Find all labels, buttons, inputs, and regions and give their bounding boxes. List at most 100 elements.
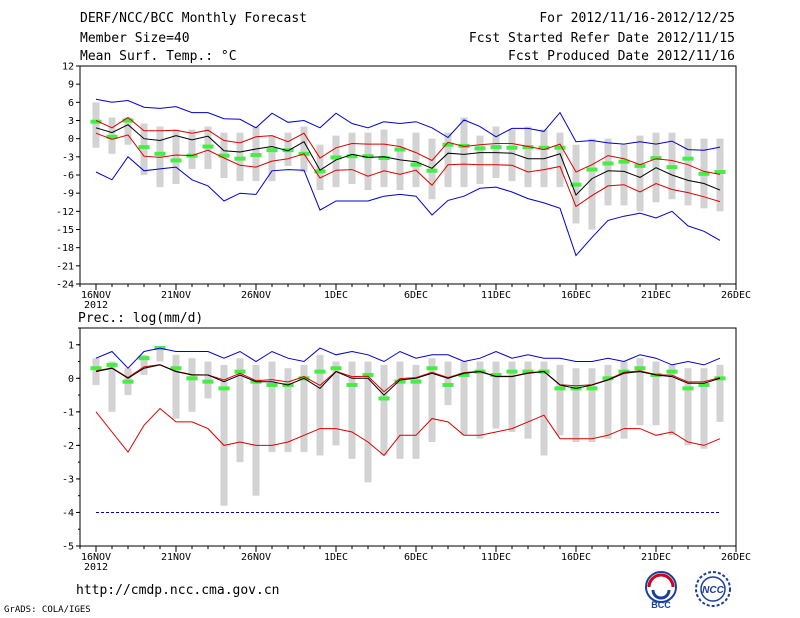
box-bar-day-38 — [700, 368, 708, 449]
x-tick-sublabel: 2012 — [84, 562, 108, 573]
x-tick-label: 1DEC — [324, 552, 348, 563]
median-marker-day-4 — [154, 151, 166, 156]
mean-line — [95, 124, 721, 196]
box-bar-day-37 — [684, 138, 692, 206]
median-marker-day-16 — [346, 154, 358, 159]
x-tick-label: 26NOV — [241, 290, 271, 301]
x-tick-label: 21DEC — [641, 552, 671, 563]
ncc-logo: NCC — [695, 571, 731, 607]
y-tick-label: -3 — [62, 152, 74, 163]
median-marker-day-19 — [394, 379, 406, 384]
median-marker-day-1 — [106, 362, 118, 367]
x-tick-label: 6DEC — [404, 552, 428, 563]
median-marker-day-36 — [666, 165, 678, 170]
median-marker-day-31 — [586, 167, 598, 172]
median-marker-day-34 — [634, 163, 646, 168]
box-bar-day-14 — [316, 354, 324, 456]
box-bar-day-39 — [716, 364, 724, 422]
box-bar-day-19 — [396, 138, 404, 191]
box-bar-day-8 — [220, 364, 228, 506]
median-marker-day-22 — [442, 142, 454, 147]
max-line — [95, 347, 721, 369]
x-tick-label: 16DEC — [561, 552, 591, 563]
median-marker-day-0 — [90, 119, 102, 124]
median-marker-day-39 — [714, 169, 726, 174]
median-marker-day-1 — [106, 134, 118, 139]
header-title: DERF/NCC/BCC Monthly Forecast — [80, 11, 307, 26]
box-bar-day-18 — [380, 364, 388, 456]
median-marker-day-0 — [90, 366, 102, 371]
y-tick-label: 1 — [68, 340, 74, 351]
median-marker-day-9 — [234, 156, 246, 161]
box-bar-day-36 — [668, 364, 676, 436]
box-bar-day-3 — [140, 354, 148, 375]
mean-line — [95, 364, 721, 396]
median-marker-day-24 — [474, 146, 486, 151]
x-tick-label: 16DEC — [561, 290, 591, 301]
box-bar-day-16 — [348, 361, 356, 459]
box-bar-day-6 — [188, 129, 196, 169]
median-marker-day-37 — [682, 386, 694, 391]
median-marker-day-15 — [330, 366, 342, 371]
median-marker-day-8 — [218, 386, 230, 391]
median-marker-day-38 — [698, 383, 710, 388]
box-bar-day-6 — [188, 358, 196, 412]
median-marker-day-29 — [554, 145, 566, 150]
median-marker-day-25 — [490, 145, 502, 150]
footer-url[interactable]: http://cmdp.ncc.cma.gov.cn — [76, 583, 280, 598]
median-marker-day-20 — [410, 162, 422, 167]
y-tick-label: -6 — [62, 171, 74, 182]
median-marker-day-32 — [602, 376, 614, 381]
x-tick-label: 11DEC — [481, 552, 511, 563]
median-marker-day-6 — [186, 376, 198, 381]
median-marker-day-3 — [138, 356, 150, 361]
box-bar-day-1 — [108, 361, 116, 412]
median-marker-day-31 — [586, 386, 598, 391]
median-marker-day-2 — [122, 118, 134, 123]
box-bar-day-11 — [268, 361, 276, 453]
x-tick-label: 26DEC — [721, 290, 751, 301]
median-marker-day-5 — [170, 158, 182, 163]
box-bar-day-33 — [620, 361, 628, 439]
median-marker-day-27 — [522, 145, 534, 150]
median-marker-day-5 — [170, 366, 182, 371]
median-marker-day-33 — [618, 159, 630, 164]
x-tick-label: 21NOV — [161, 552, 191, 563]
bcc-logo: BCC — [645, 571, 677, 610]
median-marker-day-12 — [282, 148, 294, 153]
box-bar-day-5 — [172, 129, 180, 185]
median-marker-day-29 — [554, 386, 566, 391]
y-tick-label: -21 — [56, 261, 74, 272]
x-tick-label: 21DEC — [641, 290, 671, 301]
median-marker-day-19 — [394, 147, 406, 152]
median-marker-day-36 — [666, 369, 678, 374]
box-bar-day-2 — [124, 117, 132, 145]
header-forecast-period: For 2012/11/16-2012/12/25 — [539, 11, 735, 26]
min-line — [95, 156, 721, 257]
median-marker-day-34 — [634, 366, 646, 371]
box-bar-day-37 — [684, 368, 692, 446]
box-bar-day-31 — [588, 368, 596, 443]
box-bar-day-11 — [268, 135, 276, 182]
y-tick-label: -1 — [62, 407, 74, 418]
plot-frame — [79, 327, 737, 547]
box-bar-day-3 — [140, 123, 148, 175]
box-bar-day-14 — [316, 144, 324, 191]
y-tick-label: -4 — [62, 508, 74, 519]
median-marker-day-11 — [266, 383, 278, 388]
median-marker-day-9 — [234, 369, 246, 374]
footer-grads-credit: GrADS: COLA/IGES — [4, 605, 91, 615]
panel-temperature — [76, 65, 737, 290]
x-tick-label: 16NOV — [81, 552, 111, 563]
x-tick-label: 11DEC — [481, 290, 511, 301]
median-marker-day-18 — [378, 156, 390, 161]
box-bar-day-35 — [652, 361, 660, 426]
median-marker-day-22 — [442, 383, 454, 388]
median-marker-day-17 — [362, 372, 374, 377]
median-marker-day-11 — [266, 148, 278, 153]
y-tick-label: 6 — [68, 98, 74, 109]
median-marker-day-32 — [602, 161, 614, 166]
y-tick-label: 12 — [62, 62, 74, 73]
x-tick-label: 6DEC — [404, 290, 428, 301]
